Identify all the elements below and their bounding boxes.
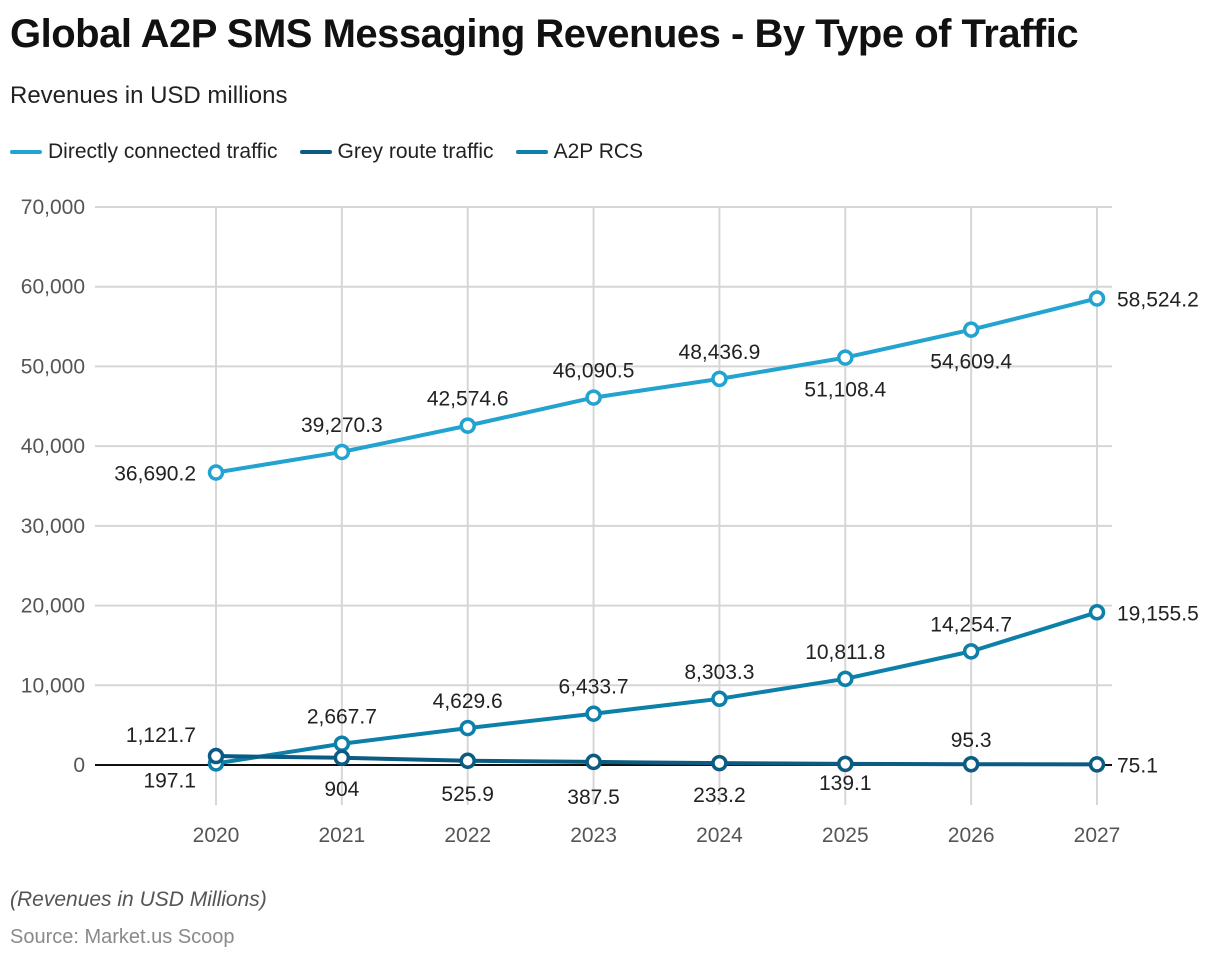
data-label-a2p-rcs: 10,811.8 (805, 641, 885, 664)
series-lines (207, 290, 1106, 773)
legend-swatch-a2p-rcs (515, 150, 548, 154)
y-tick-label: 30,000 (21, 515, 85, 538)
data-point-grey-route (585, 753, 602, 771)
data-label-a2p-rcs: 8,303.3 (684, 661, 754, 684)
chart-subtitle: Revenues in USD millions (10, 82, 288, 109)
x-tick-label: 2020 (193, 824, 240, 847)
x-tick-label: 2025 (822, 824, 869, 847)
gridlines (95, 206, 1112, 805)
data-label-grey-route: 75.1 (1117, 754, 1158, 777)
x-tick-label: 2021 (318, 824, 365, 847)
data-label-grey-route: 525.9 (441, 783, 494, 806)
chart-note: (Revenues in USD Millions) (10, 888, 267, 911)
legend-swatch-grey-route (299, 150, 332, 154)
data-label-a2p-rcs: 2,667.7 (307, 706, 377, 729)
y-tick-label: 70,000 (21, 196, 85, 219)
data-point-grey-route (711, 754, 728, 772)
series-line-grey-route (215, 754, 1098, 767)
x-tick-label: 2022 (444, 824, 491, 847)
x-tick-label: 2027 (1074, 824, 1121, 847)
legend-item-a2p-rcs[interactable]: A2P RCS (515, 140, 644, 164)
data-point-grey-route (837, 755, 854, 773)
data-label-a2p-rcs: 197.1 (143, 769, 196, 792)
data-point-directly-connected (1088, 290, 1106, 307)
data-label-directly-connected: 36,690.2 (114, 463, 196, 486)
data-point-grey-route (333, 749, 351, 767)
x-axis-ticks: 2020 2021 2022 2023 2024 2025 2026 2027 (193, 824, 1121, 847)
data-point-a2p-rcs (459, 719, 476, 737)
series-line-a2p-rcs (215, 610, 1098, 766)
data-point-directly-connected (962, 321, 980, 338)
legend-swatch-directly-connected (10, 150, 42, 154)
data-label-directly-connected: 48,436.9 (679, 341, 761, 364)
data-point-grey-route (1088, 756, 1106, 773)
x-tick-label: 2023 (570, 824, 617, 847)
data-label-a2p-rcs: 14,254.7 (930, 613, 1012, 636)
data-point-a2p-rcs (711, 690, 728, 708)
data-label-directly-connected: 39,270.3 (301, 414, 383, 437)
chart-source: Source: Market.us Scoop (10, 926, 235, 948)
series-line-directly-connected (215, 296, 1098, 475)
data-label-grey-route: 233.2 (693, 784, 746, 807)
data-label-grey-route: 904 (324, 778, 359, 801)
y-tick-label: 10,000 (21, 674, 85, 697)
legend-item-grey-route[interactable]: Grey route traffic (299, 140, 494, 164)
data-point-directly-connected (207, 464, 225, 481)
data-point-directly-connected (585, 389, 602, 406)
data-point-grey-route (459, 752, 476, 770)
data-point-directly-connected (711, 370, 728, 388)
y-tick-label: 60,000 (21, 276, 85, 299)
legend-item-directly-connected[interactable]: Directly connected traffic (10, 140, 278, 164)
data-label-a2p-rcs: 4,629.6 (433, 690, 503, 713)
data-point-a2p-rcs (837, 670, 854, 688)
y-axis-ticks: 0 10,000 20,000 30,000 40,000 50,000 60,000 70,… (21, 196, 85, 777)
y-tick-label: 50,000 (21, 355, 85, 378)
data-label-directly-connected: 46,090.5 (553, 360, 635, 383)
data-point-directly-connected (333, 443, 351, 461)
data-label-a2p-rcs: 6,433.7 (559, 676, 629, 699)
data-point-grey-route (207, 747, 225, 765)
data-label-grey-route: 1,121.7 (126, 724, 196, 747)
chart-title: Global A2P SMS Messaging Revenues - By T… (10, 12, 1079, 56)
legend: Directly connected traffic Grey route tr… (10, 140, 665, 164)
legend-label-a2p-rcs: A2P RCS (553, 140, 644, 163)
data-label-grey-route: 139.1 (819, 772, 872, 795)
data-point-a2p-rcs (1088, 604, 1106, 621)
y-tick-label: 40,000 (21, 435, 85, 458)
x-tick-label: 2024 (696, 824, 743, 847)
y-tick-label: 0 (73, 754, 85, 777)
data-point-directly-connected (459, 417, 476, 434)
legend-label-directly-connected: Directly connected traffic (48, 140, 278, 163)
data-labels: 36,690.2 39,270.3 42,574.6 46,090.5 48,436.9… (114, 288, 1199, 808)
data-label-directly-connected: 51,108.4 (804, 379, 886, 402)
data-label-directly-connected: 54,609.4 (930, 351, 1012, 374)
y-tick-label: 20,000 (21, 595, 85, 618)
data-label-directly-connected: 58,524.2 (1117, 288, 1199, 311)
data-label-grey-route: 387.5 (567, 786, 620, 809)
x-tick-label: 2026 (948, 824, 995, 847)
data-label-directly-connected: 42,574.6 (427, 388, 509, 411)
data-point-a2p-rcs (585, 705, 602, 722)
data-point-a2p-rcs (962, 643, 980, 660)
data-label-a2p-rcs: 19,155.5 (1117, 602, 1199, 625)
data-point-a2p-rcs (333, 735, 351, 752)
data-point-grey-route (962, 755, 980, 773)
data-point-directly-connected (837, 349, 854, 366)
legend-label-grey-route: Grey route traffic (337, 140, 494, 163)
data-label-grey-route: 95.3 (951, 729, 992, 752)
